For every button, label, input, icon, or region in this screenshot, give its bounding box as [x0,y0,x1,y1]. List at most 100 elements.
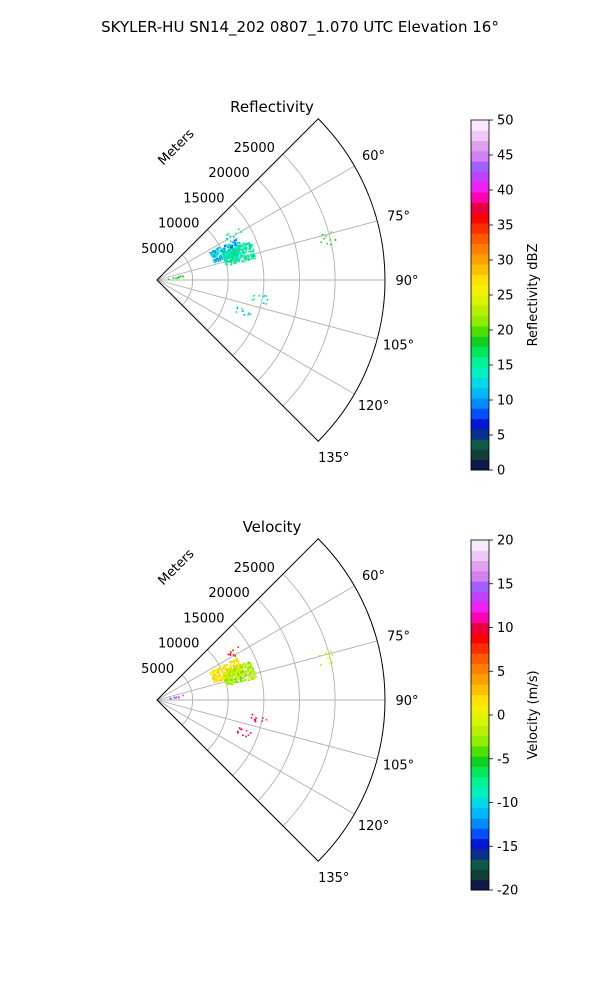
data-gate [219,249,222,252]
data-gate [228,682,231,685]
data-gate [211,253,214,256]
data-gate [230,683,232,686]
data-gate [224,664,227,667]
data-gate [240,255,242,258]
colorbar-tick-label: 0 [497,464,505,479]
data-gate [176,277,179,279]
data-gate [327,657,329,659]
data-gate [250,717,253,719]
data-gate [237,259,240,261]
data-gate [251,672,253,675]
data-gate [224,256,227,258]
data-gate [215,249,218,251]
data-gate [244,251,247,253]
data-gate [217,258,220,261]
colorbar-swatch [471,408,489,420]
data-gate [262,302,265,304]
data-gate [231,668,233,671]
colorbar-tick-label: 5 [497,429,505,444]
data-gate [236,675,238,678]
data-gate [223,255,226,258]
data-gate [220,678,222,681]
data-gate [250,257,253,260]
data-gate [233,664,235,667]
data-gate [235,249,237,252]
figure-title: SKYLER-HU SN14_202 0807_1.070 UTC Elevat… [101,18,499,37]
data-gate [221,676,224,679]
data-gate [230,679,232,681]
colorbar-swatch [471,725,489,737]
data-gate [218,250,221,253]
colorbar-swatch [471,828,489,840]
data-gate [243,672,246,674]
data-gate [239,728,242,731]
data-gate [232,257,235,259]
data-gate [223,247,226,249]
data-gate [232,679,235,681]
data-gate [236,668,239,671]
data-gate [225,670,228,673]
data-gate [238,665,241,667]
data-gate [254,718,257,721]
data-gate [244,667,246,669]
data-gate [239,244,242,247]
data-gate [248,244,251,247]
colorbar-swatch [471,797,489,809]
range-axis-label: Meters [156,126,198,168]
data-gate [245,242,247,245]
data-gate [248,312,250,314]
angle-tick-label: 120° [358,399,389,414]
data-gate [250,247,252,249]
data-gate [232,654,235,656]
data-gate [218,256,221,259]
data-gate [231,245,234,247]
data-gate [235,675,237,677]
data-gate [252,672,254,675]
data-gate [233,667,235,669]
data-gate [221,248,223,250]
data-gate [231,246,233,249]
data-gate [242,671,244,674]
data-gate [211,670,213,673]
data-gate [212,256,215,259]
data-gate [229,670,231,673]
data-gate [230,261,233,264]
data-gate [215,260,217,263]
data-gate [229,246,232,248]
data-gate [245,735,247,738]
data-gate [255,717,257,719]
data-gate [232,255,235,258]
data-gate [217,248,219,251]
polar-panel-velocity: Velocity 60° 75° 90° 105° 120° 135° 5000 10000 15… [141,518,541,899]
data-gate [323,237,325,240]
data-gate [224,245,226,247]
data-gate [226,261,228,264]
data-gate [233,660,236,663]
data-gate [245,729,248,732]
colorbar-label: Velocity (m/s) [526,670,541,759]
data-gate [226,246,229,248]
data-gate [222,671,224,674]
data-gate [213,260,215,262]
data-gate [228,671,230,673]
data-gate [225,679,228,681]
data-gate [223,678,226,680]
data-gate [237,670,240,673]
data-gate [223,671,225,673]
data-gate [213,253,215,256]
data-gate [247,254,249,257]
data-gate [234,678,237,680]
data-gate [216,679,219,682]
colorbar-swatch [471,439,489,450]
data-gate [239,675,241,678]
data-gate [231,664,234,667]
data-gate [224,669,226,672]
data-gate [228,667,230,670]
data-gate [225,263,227,265]
data-gate [234,674,236,677]
data-gate [211,677,214,680]
data-gate [224,260,227,263]
data-gate [229,235,231,238]
data-gate [167,278,170,281]
data-gate [236,681,239,683]
